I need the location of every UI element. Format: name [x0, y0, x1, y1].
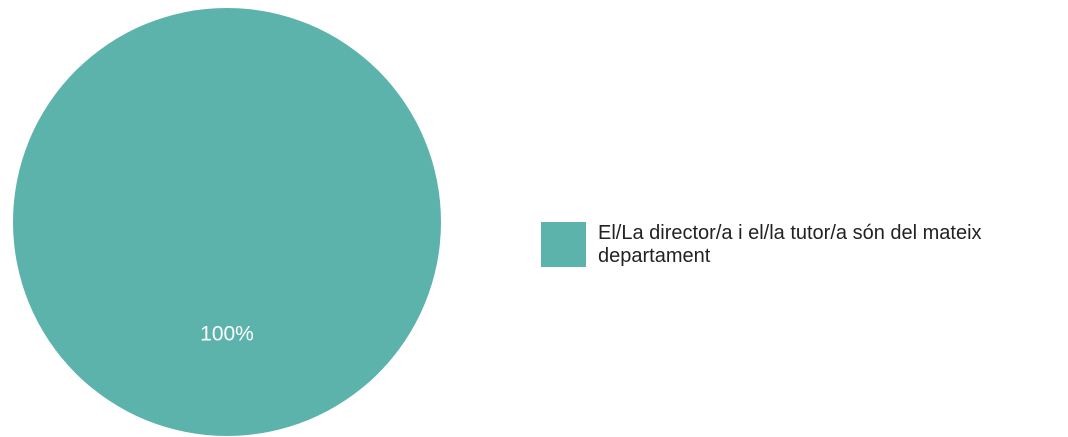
legend-label-line: El/La director/a i el/la tutor/a són del…	[598, 222, 982, 244]
legend-label-line: departament	[598, 245, 711, 267]
pie-data-label: 100%	[200, 322, 254, 345]
legend-swatch	[541, 222, 586, 267]
pie-slice	[13, 8, 441, 436]
pie-data-labels: 100%	[200, 322, 254, 345]
legend: El/La director/a i el/la tutor/a són del…	[541, 222, 982, 267]
pie-slices	[13, 8, 441, 436]
